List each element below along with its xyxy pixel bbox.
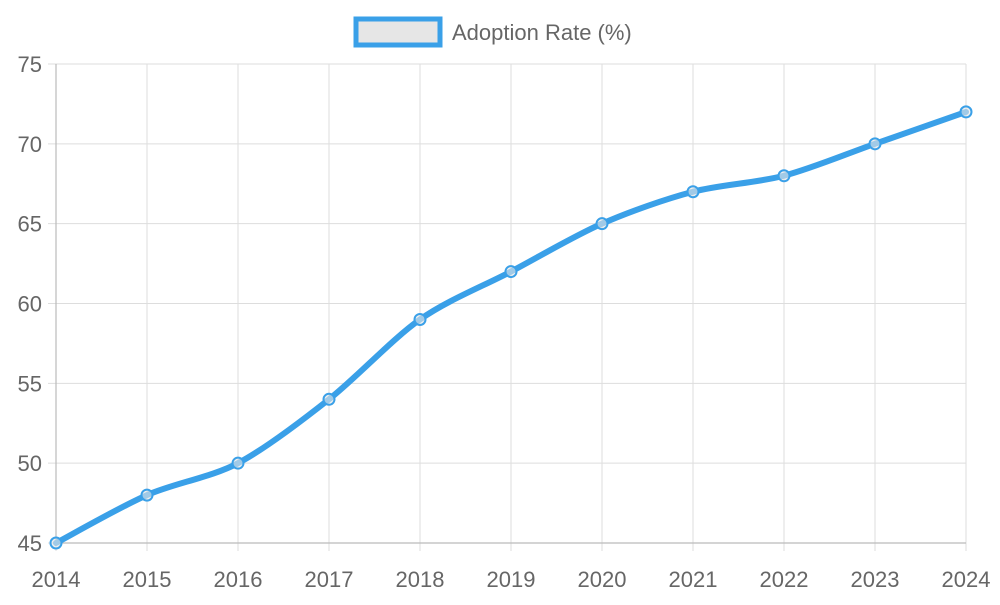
data-point[interactable] (49, 536, 63, 550)
legend[interactable]: Adoption Rate (%) (353, 16, 632, 48)
x-axis-ticks: 2014 2015 2016 2017 2018 2019 2020 2021 2022 2023… (32, 567, 991, 592)
x-tick-label: 2018 (396, 567, 445, 592)
data-point[interactable] (595, 217, 609, 231)
data-point[interactable] (777, 169, 791, 183)
series-line-adoption-rate (53, 108, 969, 546)
y-tick-label: 65 (18, 212, 42, 237)
x-tick-label: 2021 (669, 567, 718, 592)
legend-label: Adoption Rate (%) (452, 20, 632, 45)
y-tick-label: 75 (18, 52, 42, 77)
x-tick-label: 2014 (32, 567, 81, 592)
data-point[interactable] (868, 137, 882, 151)
x-tick-label: 2015 (123, 567, 172, 592)
data-point[interactable] (140, 488, 154, 502)
x-tick-label: 2024 (942, 567, 991, 592)
axes (55, 64, 966, 544)
x-tick-label: 2020 (578, 567, 627, 592)
y-tick-label: 55 (18, 371, 42, 396)
y-tick-label: 70 (18, 132, 42, 157)
y-tick-label: 50 (18, 451, 42, 476)
series (49, 105, 973, 550)
y-tick-label: 60 (18, 292, 42, 317)
x-tick-label: 2017 (305, 567, 354, 592)
grid-lines (48, 63, 967, 551)
y-tick-label: 45 (18, 531, 42, 556)
x-tick-label: 2022 (760, 567, 809, 592)
data-point[interactable] (504, 265, 518, 279)
data-point[interactable] (322, 392, 336, 406)
x-tick-label: 2019 (487, 567, 536, 592)
data-point[interactable] (959, 105, 973, 119)
x-tick-label: 2016 (214, 567, 263, 592)
data-point[interactable] (413, 312, 427, 326)
data-point[interactable] (231, 456, 245, 470)
y-axis-ticks: 45 50 55 60 65 70 75 (18, 52, 42, 556)
data-point[interactable] (686, 185, 700, 199)
x-tick-label: 2023 (851, 567, 900, 592)
legend-swatch (353, 16, 443, 48)
